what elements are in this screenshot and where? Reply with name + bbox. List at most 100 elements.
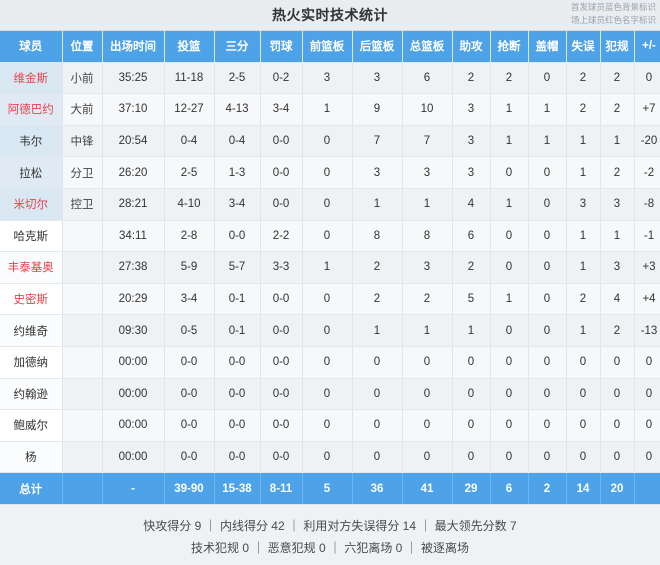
stat-cell: 0 bbox=[302, 283, 353, 316]
player-name-cell[interactable]: 拉松 bbox=[0, 156, 63, 189]
player-name-cell[interactable]: 阿德巴约 bbox=[0, 93, 63, 126]
stat-cell: 0 bbox=[634, 441, 660, 474]
column-header-10[interactable]: 抢断 bbox=[490, 31, 529, 63]
stat-cell: 3-3 bbox=[260, 251, 303, 284]
stat-cell: 0 bbox=[528, 346, 567, 379]
stat-cell: 0 bbox=[302, 125, 353, 158]
stat-cell: 0 bbox=[528, 156, 567, 189]
stat-cell: 0 bbox=[490, 251, 529, 284]
stat-cell: 2-5 bbox=[214, 62, 261, 95]
stat-cell: 1 bbox=[600, 220, 635, 253]
stat-cell: 00:00 bbox=[102, 378, 165, 411]
stat-cell: 0-4 bbox=[214, 125, 261, 158]
stat-cell: 3 bbox=[352, 62, 403, 95]
stat-cell: 0 bbox=[302, 378, 353, 411]
stat-cell: 8 bbox=[402, 220, 453, 253]
stat-cell: 1 bbox=[528, 93, 567, 126]
player-name-cell[interactable]: 加德纳 bbox=[0, 346, 63, 379]
column-header-3[interactable]: 投篮 bbox=[164, 31, 215, 63]
stat-cell: 0-0 bbox=[260, 441, 303, 474]
column-header-0[interactable]: 球员 bbox=[0, 31, 63, 63]
column-header-12[interactable]: 失误 bbox=[566, 31, 601, 63]
column-header-6[interactable]: 前篮板 bbox=[302, 31, 353, 63]
column-header-7[interactable]: 后篮板 bbox=[352, 31, 403, 63]
player-name-cell[interactable]: 哈克斯 bbox=[0, 220, 63, 253]
stat-cell: 0 bbox=[302, 314, 353, 347]
stat-cell: 0 bbox=[490, 409, 529, 442]
total-cell: 5 bbox=[302, 472, 353, 505]
player-name-cell[interactable]: 维金斯 bbox=[0, 62, 63, 95]
column-header-11[interactable]: 盖帽 bbox=[528, 31, 567, 63]
stat-cell: -8 bbox=[634, 188, 660, 221]
stat-cell: 3 bbox=[402, 251, 453, 284]
total-cell: 36 bbox=[352, 472, 403, 505]
stat-cell: 3 bbox=[600, 188, 635, 221]
stat-cell: 27:38 bbox=[102, 251, 165, 284]
stat-cell: 0 bbox=[528, 251, 567, 284]
stat-cell: 2 bbox=[600, 62, 635, 95]
stat-cell: 1 bbox=[566, 125, 601, 158]
stat-cell: 2 bbox=[352, 251, 403, 284]
stat-cell: 0 bbox=[634, 409, 660, 442]
stat-cell: 0-0 bbox=[260, 283, 303, 316]
stat-cell: 0 bbox=[528, 441, 567, 474]
player-name-cell[interactable]: 米切尔 bbox=[0, 188, 63, 221]
total-cell: 20 bbox=[600, 472, 635, 505]
stat-cell: 1 bbox=[490, 283, 529, 316]
stat-cell: +7 bbox=[634, 93, 660, 126]
stat-cell: 2-5 bbox=[164, 156, 215, 189]
player-name-cell[interactable]: 鲍威尔 bbox=[0, 409, 63, 442]
stat-cell: 0-0 bbox=[214, 409, 261, 442]
player-name-cell[interactable]: 丰泰基奥 bbox=[0, 251, 63, 284]
table-row[interactable]: 杨00:000-00-00-00000000000 bbox=[0, 441, 660, 474]
stat-cell: 3 bbox=[402, 156, 453, 189]
player-name-cell[interactable]: 约翰逊 bbox=[0, 378, 63, 411]
stat-cell: 20:54 bbox=[102, 125, 165, 158]
stat-cell: 5-7 bbox=[214, 251, 261, 284]
column-header-8[interactable]: 总篮板 bbox=[402, 31, 453, 63]
stat-cell: 0 bbox=[490, 220, 529, 253]
stat-cell: 0-0 bbox=[260, 125, 303, 158]
player-name-cell[interactable]: 约维奇 bbox=[0, 314, 63, 347]
stat-cell: 5 bbox=[452, 283, 491, 316]
stat-cell: 8 bbox=[352, 220, 403, 253]
column-header-2[interactable]: 出场时间 bbox=[102, 31, 165, 63]
stat-cell: 2 bbox=[566, 283, 601, 316]
stat-cell: 2 bbox=[490, 62, 529, 95]
stat-cell: 00:00 bbox=[102, 441, 165, 474]
stat-cell: -13 bbox=[634, 314, 660, 347]
column-header-4[interactable]: 三分 bbox=[214, 31, 261, 63]
stat-cell: 0 bbox=[302, 441, 353, 474]
stat-cell: 0 bbox=[452, 378, 491, 411]
stat-cell: 分卫 bbox=[62, 156, 103, 189]
stat-cell: 0 bbox=[352, 441, 403, 474]
stat-cell: 0-0 bbox=[260, 156, 303, 189]
player-name-cell[interactable]: 史密斯 bbox=[0, 283, 63, 316]
stat-cell: 2 bbox=[452, 251, 491, 284]
column-header-9[interactable]: 助攻 bbox=[452, 31, 491, 63]
total-cell: 14 bbox=[566, 472, 601, 505]
stat-cell: 0 bbox=[402, 441, 453, 474]
legend-note-line2: 场上球员红色名字标识 bbox=[570, 15, 656, 25]
column-header-1[interactable]: 位置 bbox=[62, 31, 103, 63]
column-header-14[interactable]: +/- bbox=[634, 31, 660, 63]
stat-cell: 2-8 bbox=[164, 220, 215, 253]
column-header-13[interactable]: 犯规 bbox=[600, 31, 635, 63]
player-name-cell[interactable]: 韦尔 bbox=[0, 125, 63, 158]
stat-cell bbox=[62, 251, 103, 284]
column-header-5[interactable]: 罚球 bbox=[260, 31, 303, 63]
player-name-cell[interactable]: 杨 bbox=[0, 441, 63, 474]
stat-cell bbox=[62, 441, 103, 474]
